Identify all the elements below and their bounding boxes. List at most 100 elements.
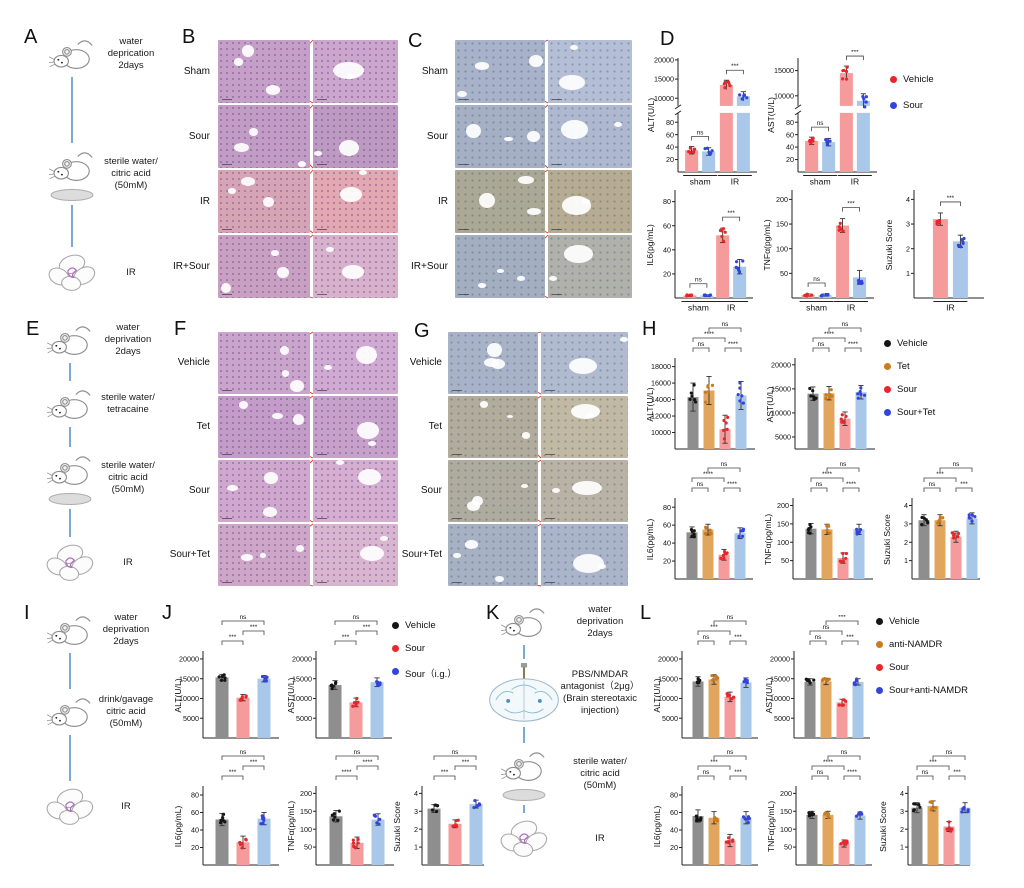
tick-label: 40 (670, 826, 678, 835)
sig-label: *** (727, 210, 735, 217)
data-dot (826, 812, 830, 816)
data-dot (952, 532, 956, 536)
tick-label: 150 (780, 807, 792, 816)
sig-bracket (923, 487, 941, 492)
tick-label: 200 (777, 501, 789, 510)
bar (371, 819, 385, 865)
sig-bracket (697, 630, 731, 635)
histology-row-label: IR+Sour (411, 260, 448, 272)
histology-image (455, 170, 545, 233)
sig-bracket (334, 620, 378, 625)
sig-bracket (724, 347, 742, 352)
tick-label: 100 (776, 244, 788, 253)
vessel-blob (464, 540, 479, 549)
sig-label: *** (929, 759, 937, 766)
axis-break-mark (674, 110, 682, 116)
data-dot (821, 677, 825, 681)
data-dot (377, 822, 381, 826)
data-dot (472, 805, 476, 810)
scale-bar (452, 453, 462, 455)
y-axis-label: Suzuki Score (878, 801, 888, 852)
data-dot (857, 281, 861, 285)
sig-bracket (844, 347, 862, 352)
data-dots (737, 527, 746, 539)
data-dot (240, 695, 244, 699)
data-dot (917, 802, 921, 807)
histology-zoom-image (313, 396, 398, 458)
tick-label: 15000 (292, 674, 312, 683)
data-dot (938, 515, 942, 519)
sig-bracket (723, 487, 741, 492)
bar (215, 677, 229, 738)
diagram-step-text: water deprivation 2days (102, 612, 150, 648)
y-axis-label: AST(U/L) (766, 97, 776, 133)
bar (820, 681, 832, 738)
diagram-step-text: IR (121, 801, 131, 812)
bar (740, 817, 752, 865)
tick-label: 4 (900, 789, 904, 798)
data-dot (922, 516, 926, 520)
sig-label: *** (363, 624, 371, 631)
timeline-connector (523, 727, 525, 743)
data-dots (330, 809, 341, 822)
vessel-blob (571, 481, 602, 496)
timeline-connector (523, 805, 525, 813)
data-dot (863, 105, 867, 109)
histology-zoom-image (548, 40, 632, 103)
data-dot (838, 559, 843, 563)
data-dot (726, 80, 731, 84)
data-dot (378, 817, 382, 821)
data-dot (244, 695, 248, 699)
data-dot (690, 394, 694, 398)
chart-H_IL6: 20 40 60 80 IL6(pg/mL) ns **** **** ns (645, 461, 757, 594)
sig-label: ns (703, 634, 710, 641)
tick-label: 5000 (296, 714, 312, 723)
data-dot (811, 136, 815, 140)
data-dot (929, 808, 933, 812)
tick-label: 15000 (179, 674, 199, 683)
data-dot (710, 673, 714, 678)
diagram-step-text: PBS/NMDAR antagonist（2μg） (Brain stereot… (560, 669, 640, 717)
data-dot (333, 815, 337, 819)
sig-bracket (825, 620, 859, 625)
data-dot (716, 676, 720, 680)
panel-label-D: D (660, 28, 675, 50)
timeline-connector (69, 509, 71, 537)
bar (839, 112, 853, 172)
data-dot (824, 393, 828, 397)
data-dot (844, 556, 848, 561)
data-dot (260, 816, 265, 820)
scale-bar (222, 581, 232, 583)
sig-label: **** (728, 341, 738, 348)
data-dot (714, 818, 719, 822)
tick-label: 15000 (658, 674, 678, 683)
sig-bracket (221, 755, 265, 760)
scale-bar (317, 98, 327, 100)
bar (959, 807, 971, 865)
vessel-blob (457, 90, 468, 98)
error-bar (842, 411, 848, 426)
data-dot (820, 293, 824, 297)
data-dot (695, 681, 700, 685)
scale-bar (545, 517, 555, 519)
vessel-blob (614, 121, 623, 127)
data-dots (742, 677, 749, 685)
sig-label: ns (727, 750, 734, 756)
sig-bracket (433, 775, 456, 780)
data-dot (734, 260, 739, 264)
vessel-blob (357, 421, 380, 440)
data-dot (451, 824, 455, 828)
scale-bar (222, 389, 232, 391)
data-dot (697, 678, 701, 682)
scale-bar (459, 293, 469, 295)
tick-label: 60 (670, 808, 678, 817)
vessel-blob (342, 265, 365, 280)
chart-L_SUZ: 1 2 3 4 Suzuki Score ns *** *** ns (878, 749, 974, 880)
data-dots (806, 523, 813, 535)
sig-bracket (916, 765, 950, 770)
sig-label: ns (946, 750, 953, 756)
bar (823, 393, 835, 449)
data-dots (808, 386, 818, 401)
sig-bracket (697, 765, 731, 770)
